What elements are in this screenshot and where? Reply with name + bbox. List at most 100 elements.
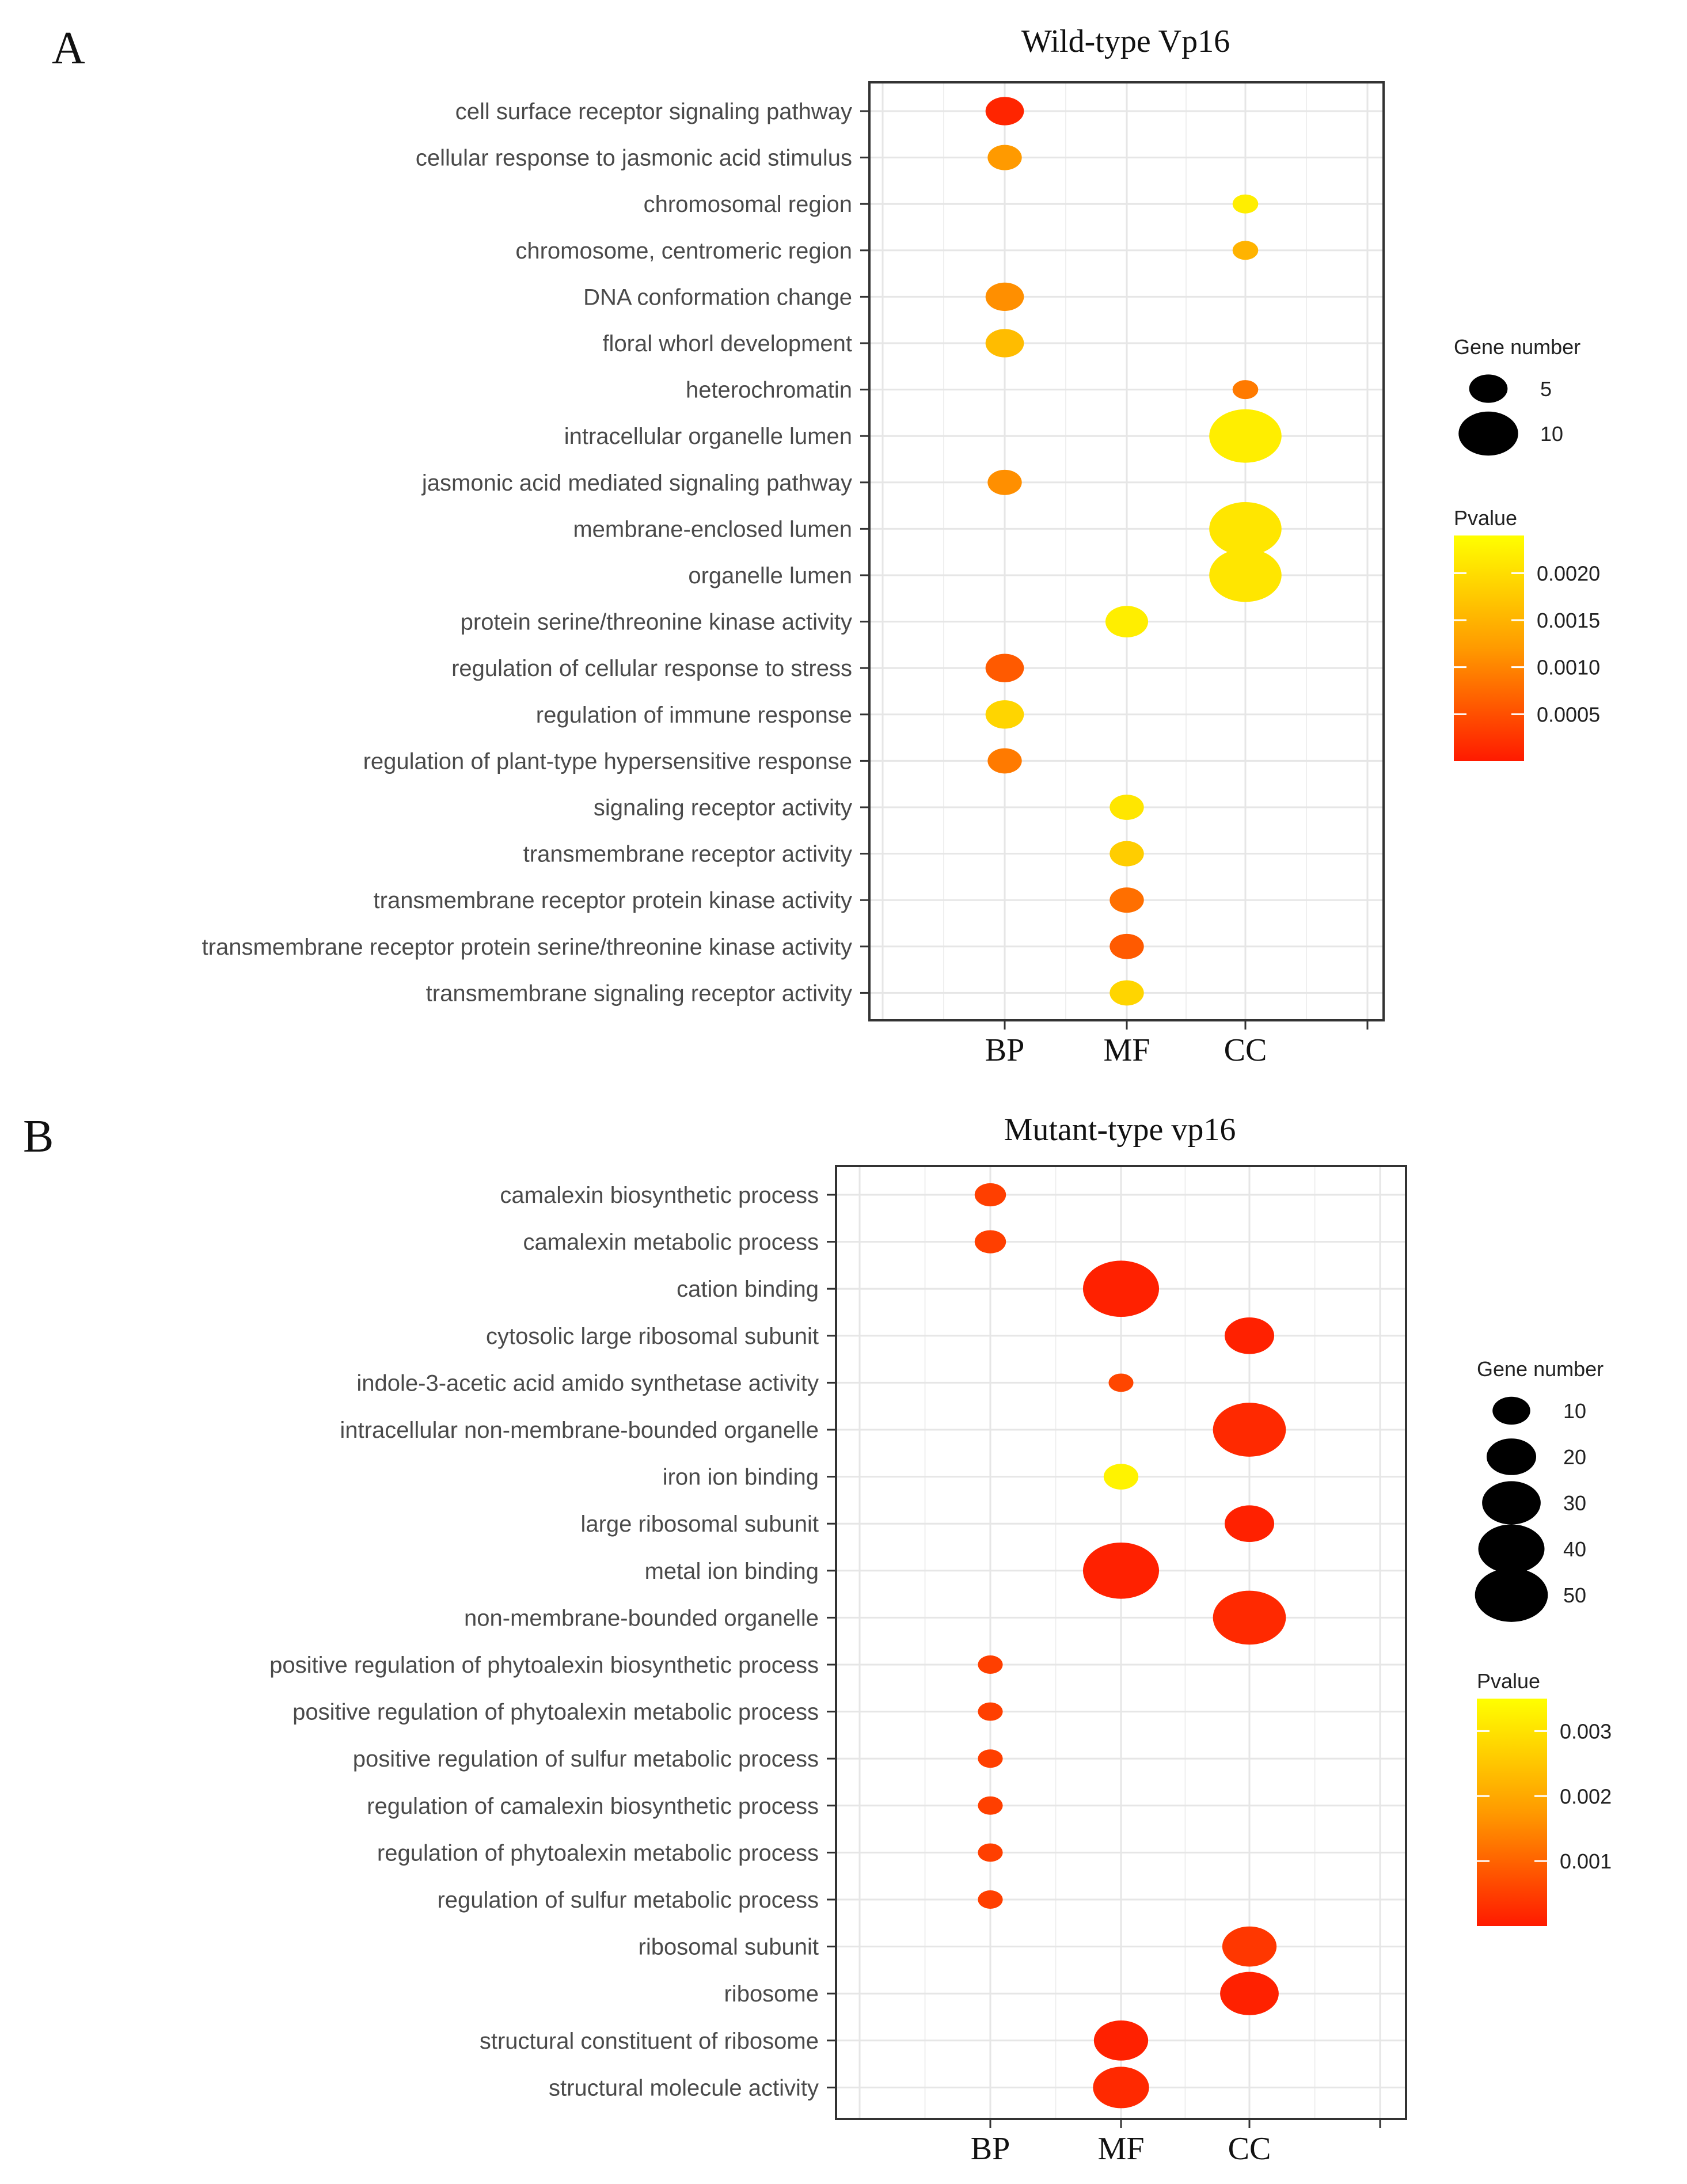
data-point [978, 1749, 1003, 1768]
data-point [1232, 194, 1259, 214]
y-tick-label: metal ion binding [645, 1559, 819, 1584]
data-point [1232, 380, 1259, 400]
y-tick-label: camalexin metabolic process [523, 1230, 819, 1255]
y-tick-label: cellular response to jasmonic acid stimu… [416, 146, 852, 171]
data-point [987, 748, 1022, 774]
size-legend-title: Gene number [1477, 1357, 1604, 1381]
x-tick-label: MF [1098, 2131, 1145, 2167]
size-legend-key [1469, 374, 1508, 403]
data-point [1110, 887, 1144, 913]
y-tick-label: indole-3-acetic acid amido synthetase ac… [356, 1370, 819, 1396]
size-legend-label: 10 [1540, 422, 1563, 446]
data-point [1213, 1403, 1286, 1457]
panel-b: B Mutant-type vp16 camalexin biosynthetic … [23, 1111, 1612, 2167]
data-point [1224, 1317, 1275, 1354]
data-point [1082, 1260, 1160, 1317]
data-point [1110, 980, 1144, 1006]
y-tick-label: regulation of plant-type hypersensitive … [363, 749, 852, 774]
data-point [985, 654, 1024, 682]
size-legend-key [1478, 1524, 1545, 1574]
colorbar-tick-label: 0.002 [1560, 1784, 1612, 1808]
color-legend: Pvalue 0.001 0.002 0.003 [1477, 1669, 1612, 1926]
size-legend-key [1486, 1438, 1537, 1475]
data-point [1222, 1926, 1277, 1967]
size-legend-key [1475, 1568, 1548, 1622]
data-point [1209, 409, 1282, 463]
colorbar-tick-label: 0.001 [1560, 1849, 1612, 1873]
y-tick-label: transmembrane receptor protein kinase ac… [374, 888, 852, 913]
data-point [978, 1843, 1003, 1862]
data-point [978, 1655, 1003, 1674]
colorbar [1477, 1699, 1547, 1926]
colorbar-tick-label: 0.003 [1560, 1719, 1612, 1743]
y-tick-label: DNA conformation change [583, 284, 852, 310]
size-legend-label: 50 [1563, 1583, 1586, 1607]
data-point [1082, 1542, 1160, 1599]
x-tick-label: BP [985, 1032, 1025, 1068]
size-legend-key [1458, 411, 1518, 456]
y-tick-label: non-membrane-bounded organelle [464, 1605, 819, 1631]
y-tick-label: cell surface receptor signaling pathway [455, 99, 852, 124]
x-tick-label: CC [1224, 1032, 1267, 1068]
data-point [985, 97, 1024, 126]
data-point [987, 145, 1022, 170]
size-legend-label: 30 [1563, 1491, 1586, 1515]
y-tick-label: transmembrane receptor activity [523, 842, 852, 867]
y-tick-label: regulation of cellular response to stres… [451, 656, 852, 681]
x-tick-label: CC [1228, 2131, 1271, 2167]
y-tick-label: cytosolic large ribosomal subunit [486, 1324, 819, 1349]
y-tick-label: heterochromatin [686, 378, 852, 403]
colorbar-tick-label: 0.0010 [1537, 656, 1600, 679]
x-tick-label: MF [1104, 1032, 1150, 1068]
y-tick-label: regulation of immune response [536, 702, 852, 728]
data-point [978, 1796, 1003, 1815]
data-point [1220, 1972, 1279, 2015]
data-point [1110, 841, 1144, 867]
data-point [985, 282, 1024, 312]
size-legend-label: 40 [1563, 1537, 1586, 1561]
y-tick-label: jasmonic acid mediated signaling pathway [421, 470, 852, 496]
data-point [978, 1702, 1003, 1721]
y-tick-label: ribosomal subunit [639, 1935, 819, 1960]
color-legend: Pvalue 0.0005 0.0010 0.0015 0.0020 [1454, 506, 1600, 761]
y-tick-label: positive regulation of phytoalexin metab… [292, 1700, 819, 1725]
data-point [1209, 548, 1282, 602]
y-tick-label: chromosome, centromeric region [515, 238, 852, 264]
y-tick-label: transmembrane signaling receptor activit… [426, 981, 852, 1006]
data-point [987, 469, 1022, 495]
y-tick-label: floral whorl development [602, 331, 852, 356]
y-tick-label: structural constituent of ribosome [480, 2029, 819, 2054]
y-tick-label: chromosomal region [644, 192, 852, 217]
y-tick-label: structural molecule activity [549, 2075, 819, 2101]
colorbar-tick-label: 0.0015 [1537, 609, 1600, 632]
data-point [1224, 1505, 1275, 1542]
data-point [1110, 933, 1144, 959]
colorbar-tick-label: 0.0020 [1537, 561, 1600, 585]
data-point [1103, 1464, 1139, 1490]
color-legend-title: Pvalue [1454, 506, 1517, 530]
y-tick-label: cation binding [677, 1277, 819, 1302]
data-point [978, 1890, 1003, 1909]
size-legend: Gene number 5 10 [1454, 335, 1580, 456]
size-legend-label: 5 [1540, 377, 1552, 401]
size-legend: Gene number 10 20 30 40 50 [1475, 1357, 1604, 1622]
y-tick-label: ribosome [724, 1981, 819, 2007]
y-tick-label: iron ion binding [663, 1465, 819, 1490]
y-tick-label: transmembrane receptor protein serine/th… [202, 935, 852, 960]
colorbar [1454, 535, 1524, 761]
panel-label: A [52, 23, 85, 74]
data-point [1110, 795, 1144, 820]
y-tick-label: organelle lumen [688, 563, 852, 588]
y-tick-label: camalexin biosynthetic process [500, 1183, 819, 1208]
data-point [1105, 606, 1149, 637]
y-tick-label: intracellular non-membrane-bounded organ… [340, 1418, 819, 1443]
x-tick-label: BP [971, 2131, 1010, 2167]
chart-title: Mutant-type vp16 [1004, 1112, 1236, 1148]
panel-label: B [23, 1111, 54, 1162]
data-point [1209, 502, 1282, 556]
y-tick-label: intracellular organelle lumen [564, 424, 852, 449]
data-point [985, 700, 1024, 729]
size-legend-title: Gene number [1454, 335, 1580, 359]
y-tick-label: membrane-enclosed lumen [573, 516, 852, 542]
